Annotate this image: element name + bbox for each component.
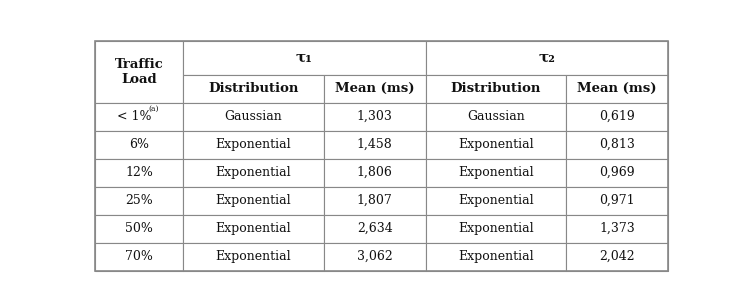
Text: 12%: 12% <box>125 166 153 179</box>
Text: Distribution: Distribution <box>208 82 299 95</box>
Bar <box>183 187 324 215</box>
Bar <box>94 103 183 131</box>
Bar <box>94 131 183 159</box>
Text: Exponential: Exponential <box>216 194 292 207</box>
Bar <box>566 215 668 243</box>
Bar <box>324 159 426 187</box>
Bar <box>183 159 324 187</box>
Text: 1,303: 1,303 <box>357 110 393 123</box>
Text: Exponential: Exponential <box>458 222 533 235</box>
Bar <box>324 75 426 103</box>
Text: Gaussian: Gaussian <box>225 110 283 123</box>
Text: 0,969: 0,969 <box>600 166 635 179</box>
Bar <box>324 187 426 215</box>
Bar <box>324 103 426 131</box>
Text: Exponential: Exponential <box>458 194 533 207</box>
Bar <box>426 41 668 75</box>
Bar <box>94 243 183 270</box>
Text: Exponential: Exponential <box>458 138 533 151</box>
Bar <box>426 243 566 270</box>
Text: 25%: 25% <box>125 194 153 207</box>
Bar <box>94 159 183 187</box>
Text: Exponential: Exponential <box>458 166 533 179</box>
Text: < 1%: < 1% <box>117 110 152 123</box>
Bar <box>426 103 566 131</box>
Bar <box>566 243 668 270</box>
Text: Distribution: Distribution <box>451 82 541 95</box>
Text: Exponential: Exponential <box>216 138 292 151</box>
Text: 0,813: 0,813 <box>599 138 635 151</box>
Bar <box>183 103 324 131</box>
Text: 2,634: 2,634 <box>357 222 393 235</box>
Bar <box>94 215 183 243</box>
Bar <box>183 243 324 270</box>
Bar <box>426 187 566 215</box>
Text: τ₂: τ₂ <box>538 51 555 65</box>
Bar <box>94 41 183 103</box>
Text: 1,458: 1,458 <box>357 138 393 151</box>
Text: Mean (ms): Mean (ms) <box>335 82 414 95</box>
Text: Exponential: Exponential <box>216 250 292 263</box>
Text: 1,373: 1,373 <box>599 222 635 235</box>
Bar <box>566 75 668 103</box>
Bar <box>566 131 668 159</box>
Text: Exponential: Exponential <box>458 250 533 263</box>
Bar <box>426 131 566 159</box>
Bar <box>426 159 566 187</box>
Text: Exponential: Exponential <box>216 222 292 235</box>
Text: 0,971: 0,971 <box>600 194 635 207</box>
Bar <box>426 215 566 243</box>
Text: 2,042: 2,042 <box>600 250 635 263</box>
Bar <box>183 75 324 103</box>
Text: τ₁: τ₁ <box>296 51 312 65</box>
Text: Exponential: Exponential <box>216 166 292 179</box>
Text: 1,806: 1,806 <box>357 166 393 179</box>
Text: Mean (ms): Mean (ms) <box>577 82 657 95</box>
Bar <box>566 159 668 187</box>
Bar <box>324 243 426 270</box>
Bar <box>426 75 566 103</box>
Bar <box>566 187 668 215</box>
Text: 3,062: 3,062 <box>357 250 393 263</box>
Text: 0,619: 0,619 <box>599 110 635 123</box>
Text: Traffic
Load: Traffic Load <box>115 58 164 86</box>
Text: 1,807: 1,807 <box>357 194 393 207</box>
Bar <box>183 215 324 243</box>
Text: 50%: 50% <box>125 222 153 235</box>
Bar <box>566 103 668 131</box>
Text: 70%: 70% <box>125 250 153 263</box>
Text: Gaussian: Gaussian <box>467 110 525 123</box>
Bar <box>324 215 426 243</box>
Text: 6%: 6% <box>129 138 149 151</box>
Bar <box>183 131 324 159</box>
Bar <box>183 41 426 75</box>
Bar <box>94 187 183 215</box>
Text: (a): (a) <box>149 105 159 113</box>
Bar <box>324 131 426 159</box>
